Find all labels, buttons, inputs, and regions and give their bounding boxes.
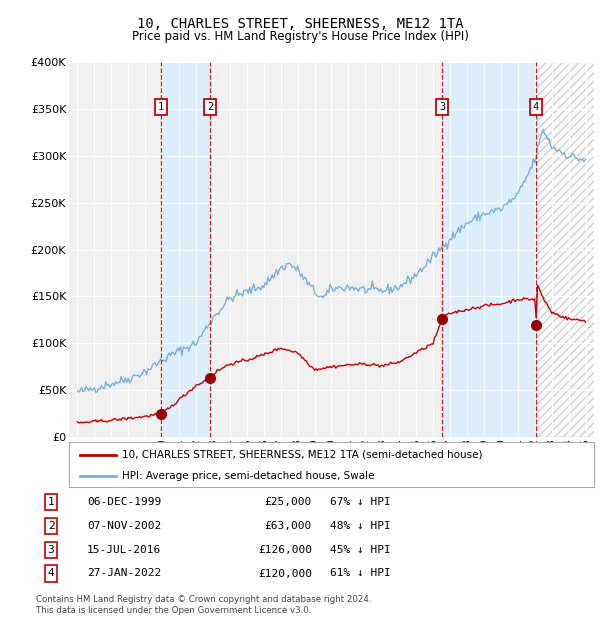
Text: £63,000: £63,000 <box>265 521 312 531</box>
Text: 2: 2 <box>47 521 55 531</box>
Text: 3: 3 <box>47 545 55 555</box>
Text: 06-DEC-1999: 06-DEC-1999 <box>87 497 161 507</box>
Text: 3: 3 <box>439 102 445 112</box>
Text: HPI: Average price, semi-detached house, Swale: HPI: Average price, semi-detached house,… <box>121 471 374 480</box>
Text: 61% ↓ HPI: 61% ↓ HPI <box>330 569 391 578</box>
Text: 1: 1 <box>158 102 164 112</box>
Text: 15-JUL-2016: 15-JUL-2016 <box>87 545 161 555</box>
Text: 67% ↓ HPI: 67% ↓ HPI <box>330 497 391 507</box>
Text: 10, CHARLES STREET, SHEERNESS, ME12 1TA (semi-detached house): 10, CHARLES STREET, SHEERNESS, ME12 1TA … <box>121 450 482 459</box>
Text: 1: 1 <box>47 497 55 507</box>
Text: Contains HM Land Registry data © Crown copyright and database right 2024.: Contains HM Land Registry data © Crown c… <box>36 595 371 604</box>
Text: Price paid vs. HM Land Registry's House Price Index (HPI): Price paid vs. HM Land Registry's House … <box>131 30 469 43</box>
Text: 07-NOV-2002: 07-NOV-2002 <box>87 521 161 531</box>
Text: This data is licensed under the Open Government Licence v3.0.: This data is licensed under the Open Gov… <box>36 606 311 616</box>
Text: £126,000: £126,000 <box>258 545 312 555</box>
Text: 27-JAN-2022: 27-JAN-2022 <box>87 569 161 578</box>
Bar <box>161 62 211 437</box>
Text: £25,000: £25,000 <box>265 497 312 507</box>
Text: 48% ↓ HPI: 48% ↓ HPI <box>330 521 391 531</box>
Bar <box>536 62 600 437</box>
Text: 4: 4 <box>533 102 539 112</box>
Text: £120,000: £120,000 <box>258 569 312 578</box>
Text: 2: 2 <box>207 102 214 112</box>
Text: 4: 4 <box>47 569 55 578</box>
Text: 10, CHARLES STREET, SHEERNESS, ME12 1TA: 10, CHARLES STREET, SHEERNESS, ME12 1TA <box>137 17 463 32</box>
Bar <box>442 62 536 437</box>
Text: 45% ↓ HPI: 45% ↓ HPI <box>330 545 391 555</box>
